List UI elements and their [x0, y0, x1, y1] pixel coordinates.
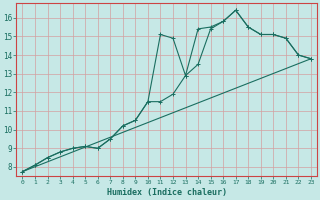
X-axis label: Humidex (Indice chaleur): Humidex (Indice chaleur)	[107, 188, 227, 197]
